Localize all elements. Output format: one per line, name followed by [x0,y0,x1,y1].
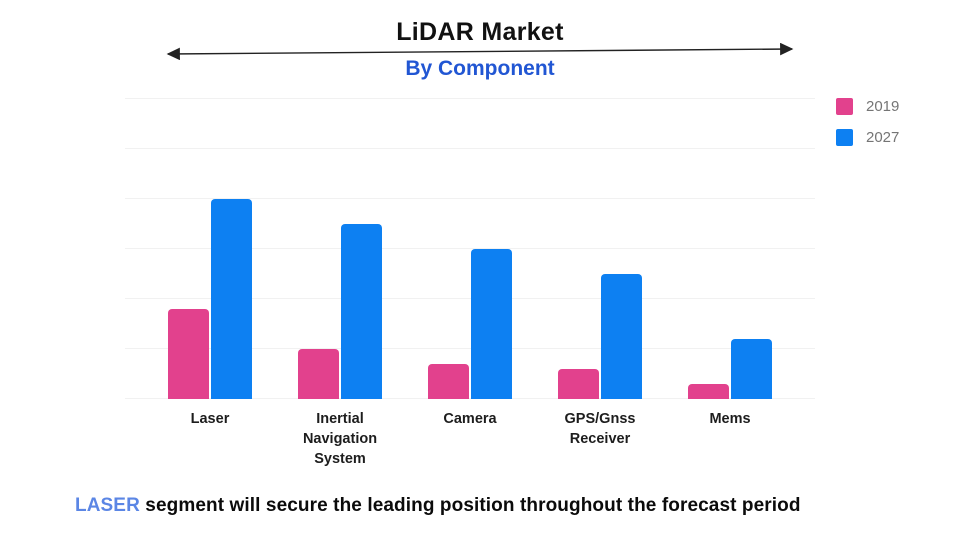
category-label-text: Inertial Navigation System [302,411,378,467]
chart-subtitle: By Component [405,57,555,80]
category-label-inertial-navigation-system: Inertial Navigation System [275,409,405,469]
caption-text: segment will secure the leading position… [145,495,801,516]
category-label-gps-gnss-receiver: GPS/Gnss Receiver [535,409,665,469]
gridline-5 [125,148,815,149]
bar-2019-mems [688,384,729,399]
gridline-2 [125,298,815,299]
caption-highlight: LASER [75,495,140,516]
gridline-1 [125,348,815,349]
category-label-laser: Laser [145,409,275,469]
category-labels: Laser Inertial Navigation System Camera GPS… [125,409,815,469]
legend-swatch-2019 [836,98,853,115]
legend-swatch-2027 [836,129,853,146]
plot-area [125,98,815,399]
chart-title: LiDAR Market [396,18,564,46]
category-label-text: Laser [190,411,230,427]
category-label-text: GPS/Gnss Receiver [564,411,636,447]
bar-group-mems [665,99,795,399]
bar-2019-inertial-navigation-system [298,349,339,399]
gridline-4 [125,198,815,199]
bar-2027-mems [731,339,772,399]
category-label-text: Mems [709,411,751,427]
double-arrow [166,42,794,60]
bar-group-gps-gnss-receiver [535,99,665,399]
category-label-mems: Mems [665,409,795,469]
bar-2027-camera [471,249,512,399]
legend-item-2027: 2027 [836,129,899,146]
bar-2019-gps-gnss-receiver [558,369,599,399]
bar-2027-inertial-navigation-system [341,224,382,399]
bar-group-laser [145,99,275,399]
legend-label-2019: 2019 [866,98,900,115]
gridline-0 [125,398,815,399]
bar-group-inertial-navigation-system [275,99,405,399]
bar-groups [125,99,815,399]
bar-2019-laser [168,309,209,399]
legend-item-2019: 2019 [836,98,899,115]
bar-group-camera [405,99,535,399]
category-label-text: Camera [443,411,497,427]
bar-2027-gps-gnss-receiver [601,274,642,399]
bar-2027-laser [211,199,252,399]
gridline-3 [125,248,815,249]
bar-2019-camera [428,364,469,399]
gridline-6 [125,98,815,99]
category-label-camera: Camera [405,409,535,469]
caption: LASER segment will secure the leading po… [75,493,935,519]
legend: 2019 2027 [836,98,899,146]
legend-label-2027: 2027 [866,129,900,146]
